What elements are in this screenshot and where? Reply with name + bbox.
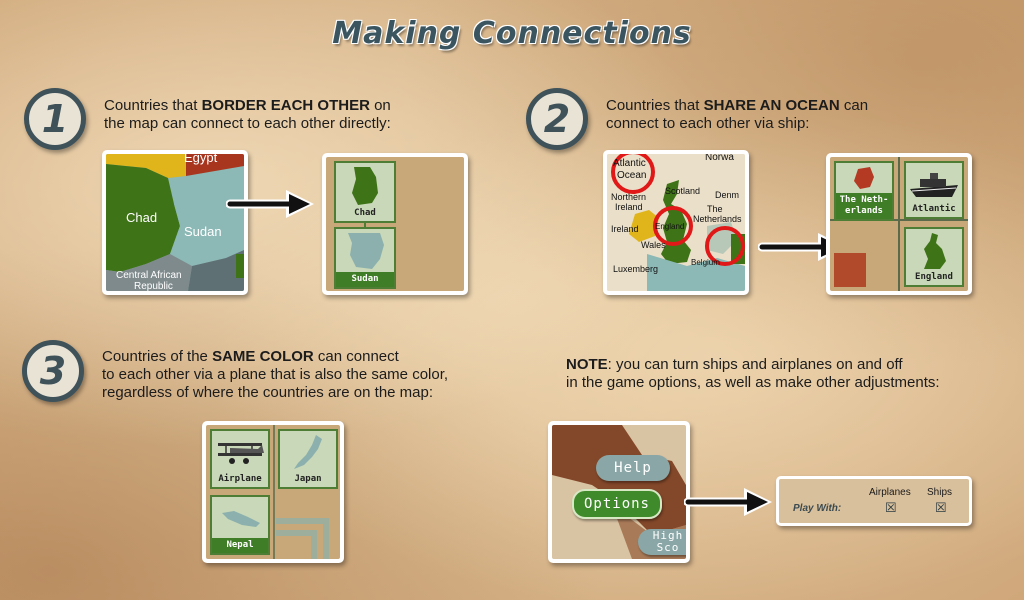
step-3-panel: Airplane Japan Nepal [202,421,344,563]
map-label-netherlands: Netherlands [693,214,742,224]
card-england: England [904,227,964,287]
map-label-chad: Chad [126,210,158,225]
step-1-text: Countries that BORDER EACH OTHER on the … [104,97,391,132]
step-2-map-panel: Atlantic Ocean Norwa Scotland Denm North… [603,150,749,295]
card-airplane-label: Airplane [212,472,268,487]
step-2-map [607,154,745,291]
map-label-egypt: Egypt [184,154,218,165]
map-label-atlantic: Atlantic [613,158,646,169]
map-label-sudan: Sudan [184,224,222,239]
airplane-icon [218,443,264,464]
step-3-text: Countries of the SAME COLOR can connect … [102,348,449,401]
step-2-number: 2 [543,97,571,141]
options-col-airplanes: Airplanes [869,487,911,498]
card-chad-label: Chad [336,206,394,221]
card-england-label: England [906,270,962,285]
step-3-badge: 3 [22,340,84,402]
step-1-map [106,154,244,291]
step-2-result-panel: The Neth- erlands Atlantic England [826,153,972,295]
step-1-map-panel: Egypt Chad Sudan Central African Republi… [102,150,248,295]
step-2-text: Countries that SHARE AN OCEAN can connec… [606,97,869,132]
card-nepal-label: Nepal [212,538,268,553]
map-label-the: The [707,204,723,214]
map-label-car-1: Central African [116,270,182,281]
menu-help-button[interactable]: Help [596,455,670,481]
sudan-country-icon [348,233,384,269]
step-1-result-panel: Chad Sudan [322,153,468,295]
options-col-ships: Ships [927,487,953,498]
ships-checkbox[interactable]: ☒ [935,500,947,515]
step-3-number: 3 [39,349,67,393]
card-japan: Japan [278,429,338,489]
step-1-arrow-icon [226,190,314,218]
airplanes-checkbox[interactable]: ☒ [885,500,897,515]
card-netherlands-label: The Neth- erlands [836,193,892,219]
map-label-denmark: Denm [715,190,740,200]
card-sudan-label: Sudan [336,272,394,287]
map-label-ocean: Ocean [617,170,647,181]
map-label-norway: Norwa [705,154,734,163]
map-label-northern: Northern [611,192,647,202]
step-2-badge: 2 [526,88,588,150]
note-arrow-icon [684,488,772,516]
menu-options-button[interactable]: Options [572,489,662,519]
page-title: Making Connections [332,16,692,51]
map-label-ireland: Ireland [611,224,639,234]
map-label-luxemberg: Luxemberg [613,264,659,274]
england-country-icon [924,233,946,269]
card-sudan: Sudan [334,227,396,289]
netherlands-country-icon [854,167,874,189]
map-label-belgium: Belgium [691,258,720,267]
map-label-england: England [655,222,685,231]
card-netherlands: The Neth- erlands [834,161,894,221]
map-label-scotland: Scotland [665,186,701,196]
card-atlantic: Atlantic [904,161,964,219]
japan-country-icon [294,435,322,469]
nepal-country-icon [222,511,260,527]
card-airplane: Airplane [210,429,270,489]
menu-screenshot-panel: Help Options High Sco [548,421,690,563]
menu-highscores-button[interactable]: High Sco [638,529,686,555]
step-3-background-lines [273,425,329,559]
note-text: NOTE: you can turn ships and airplanes o… [566,356,940,391]
card-nepal: Nepal [210,495,270,555]
map-label-car-2: Republic [134,281,173,291]
options-play-with-label: Play With: [793,503,842,514]
step-1-number: 1 [41,97,69,141]
options-panel: Airplanes Ships Play With: ☒ ☒ [776,476,972,526]
map-label-ireland-n: Ireland [615,202,643,212]
step-1-badge: 1 [24,88,86,150]
card-japan-label: Japan [280,472,336,487]
chad-country-icon [352,167,378,205]
ship-icon [910,173,958,197]
map-label-wales: Wales [641,240,666,250]
card-chad: Chad [334,161,396,223]
card-atlantic-label: Atlantic [906,202,962,217]
